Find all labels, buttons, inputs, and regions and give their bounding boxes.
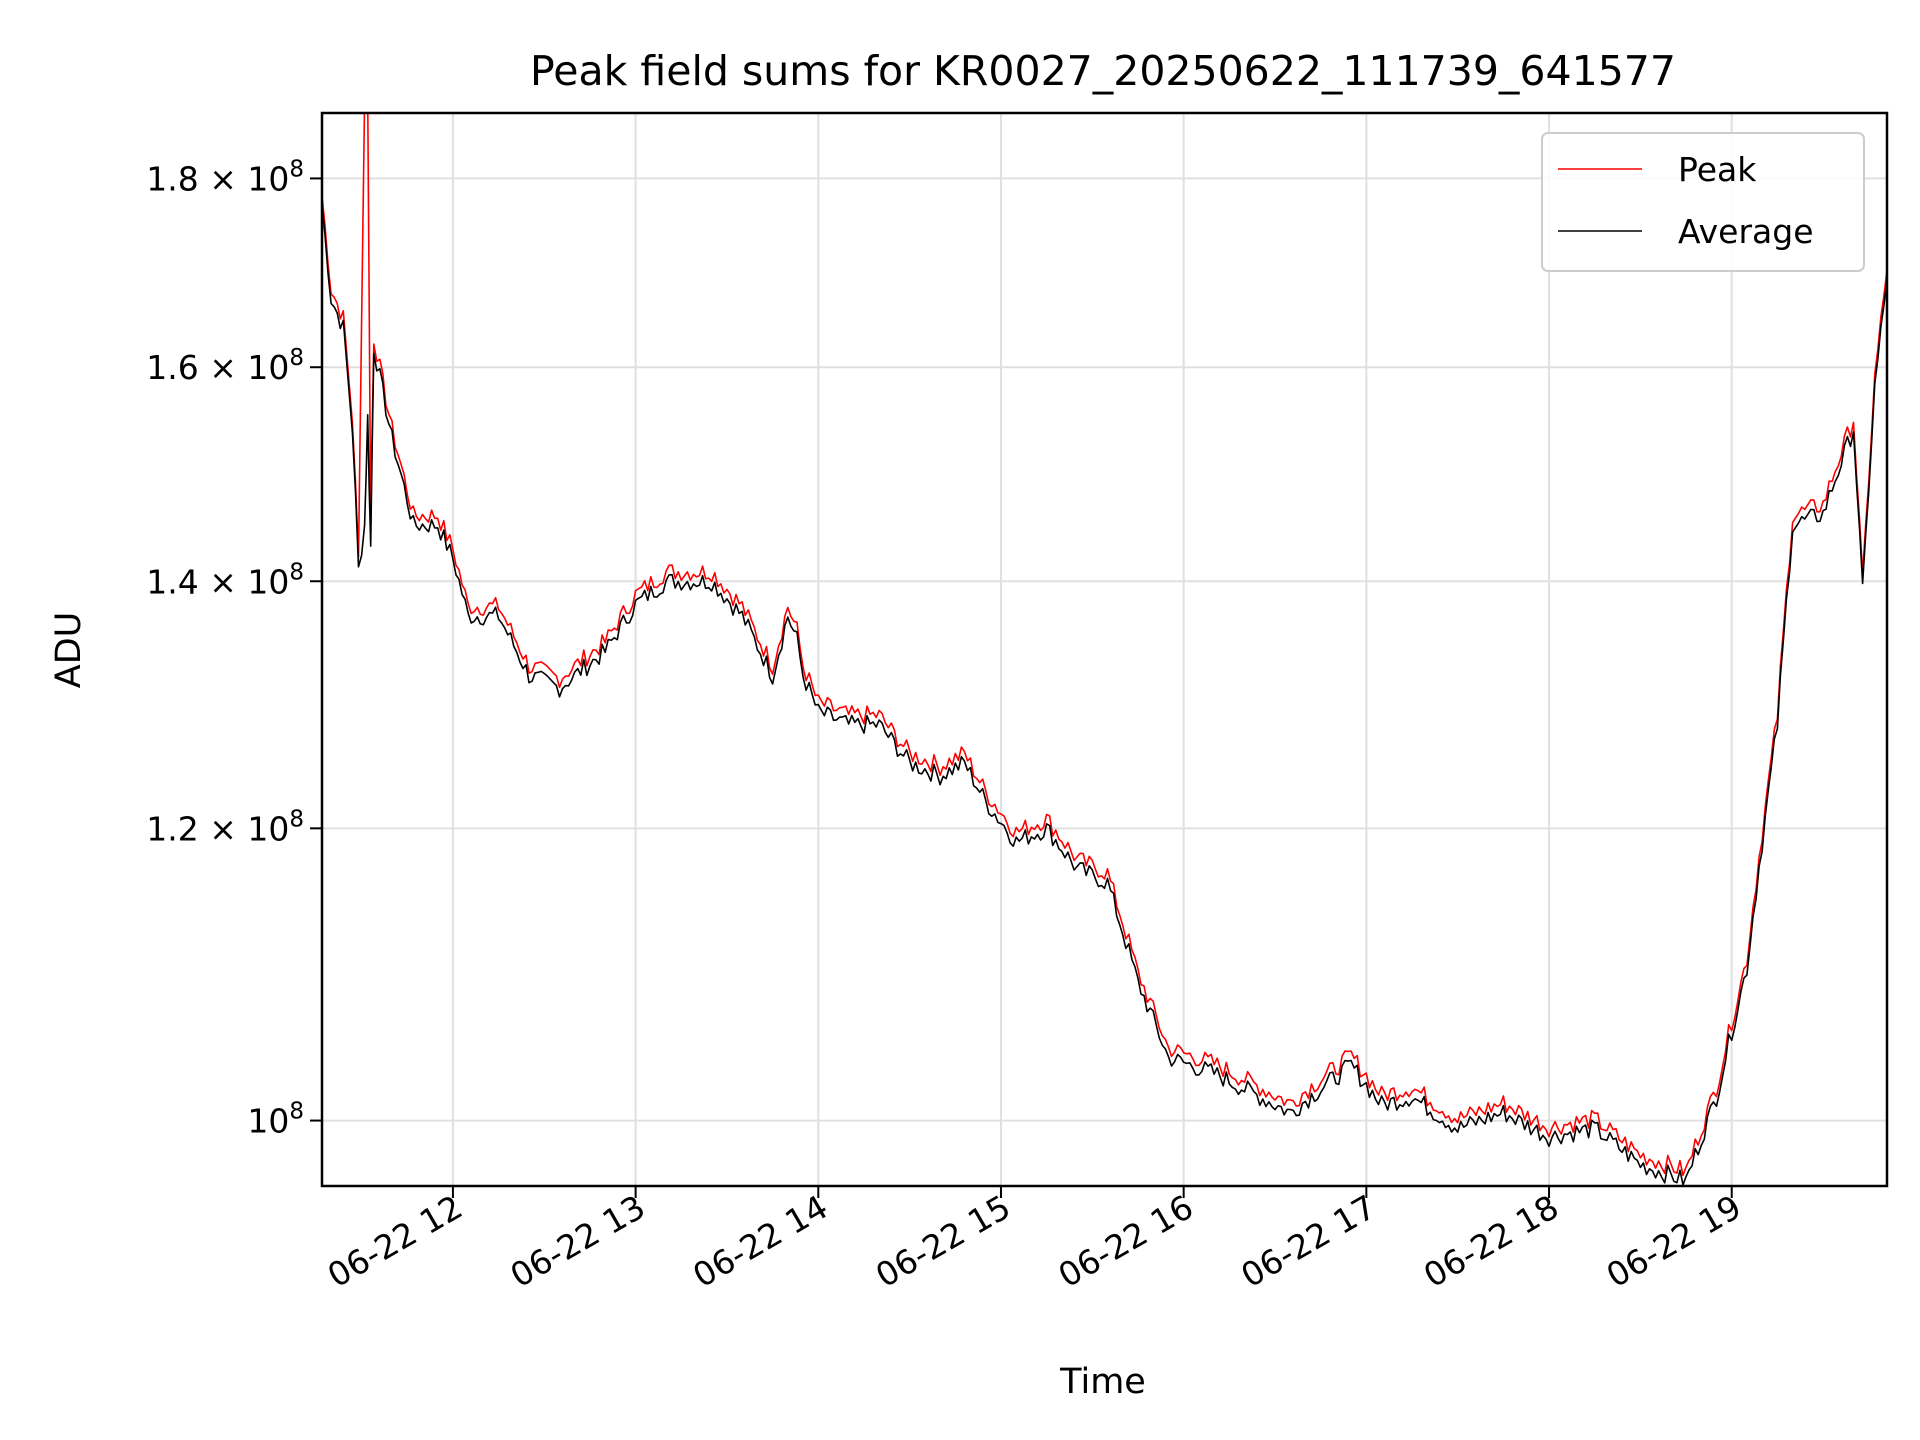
- plot-area: [322, 113, 1887, 1186]
- y-tick-label: 1.6 × 108: [146, 345, 304, 387]
- y-tick-label: 1.8 × 108: [146, 156, 304, 198]
- legend-label: Average: [1678, 212, 1814, 251]
- legend-label: Peak: [1678, 150, 1757, 189]
- y-axis-title: ADU: [49, 612, 89, 689]
- legend-box: [1541, 132, 1865, 272]
- gridlines: [322, 113, 1887, 1186]
- y-tick-label: 1.2 × 108: [146, 806, 304, 848]
- chart-title: Peak field sums for KR0027_20250622_1117…: [530, 47, 1676, 95]
- legend: Peak Average: [1541, 132, 1865, 272]
- plot-frame: [320, 111, 1889, 1188]
- series-line-peak: [322, 113, 1887, 1177]
- y-tick-label: 1.4 × 108: [146, 559, 304, 601]
- y-tick-label: 108: [247, 1099, 304, 1141]
- series-line-average: [322, 205, 1887, 1186]
- x-axis-title: Time: [1059, 1362, 1146, 1402]
- y-axis: 108 1.2 × 108 1.4 × 108 1.6 × 108 1.8 × 108: [146, 156, 322, 1141]
